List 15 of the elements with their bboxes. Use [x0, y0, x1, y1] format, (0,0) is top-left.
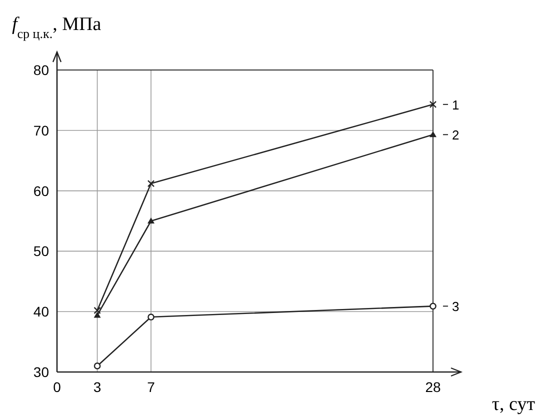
y-tick-label: 30	[33, 364, 50, 380]
y-tick-label: 50	[33, 243, 50, 260]
y-tick-label: 80	[33, 62, 50, 78]
y-tick-label: 70	[33, 122, 50, 138]
y-tick-label: 40	[33, 304, 50, 320]
x-tick-label: 28	[425, 379, 441, 395]
legend-label: 2	[452, 128, 460, 143]
x-tick-label: 0	[53, 379, 62, 395]
legend-label: 1	[452, 97, 460, 112]
legend-label: 3	[452, 299, 460, 314]
y-axis-title: f$_{ср ц.к.}$, МПа	[12, 14, 102, 40]
y-tick-label: 60	[33, 182, 50, 199]
x-axis-title: τ, сут	[492, 394, 536, 415]
x-tick-label: 3	[93, 379, 102, 395]
x-tick-label: 7	[147, 379, 156, 395]
